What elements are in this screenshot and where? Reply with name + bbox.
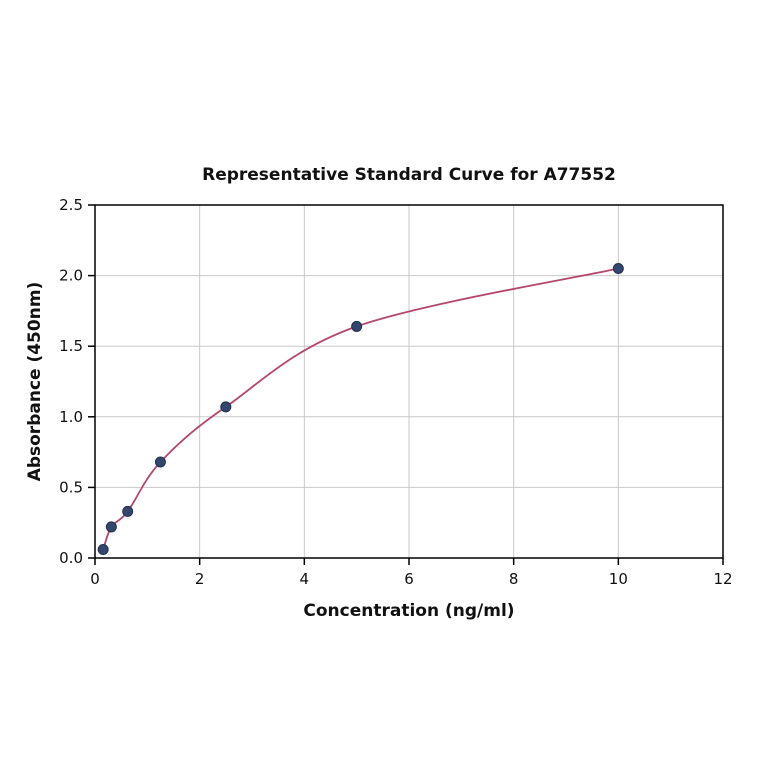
x-tick-label: 4 <box>300 570 310 588</box>
x-tick-label: 12 <box>713 570 732 588</box>
y-tick-label: 1.0 <box>59 408 83 426</box>
x-tick-label: 6 <box>404 570 414 588</box>
fitted-curve <box>102 267 619 550</box>
chart-title: Representative Standard Curve for A77552 <box>202 165 616 185</box>
axes: 0 2 4 6 8 10 12 0.0 0.5 1.0 1.5 2.0 2.5 <box>59 196 732 588</box>
x-tick-label: 10 <box>609 570 628 588</box>
x-axis-label: Concentration (ng/ml) <box>303 601 514 621</box>
y-tick-label: 0.5 <box>59 478 83 496</box>
y-tick-label: 0.0 <box>59 549 83 567</box>
data-point <box>220 401 232 413</box>
data-point <box>122 505 134 517</box>
x-tick-label: 2 <box>195 570 205 588</box>
y-tick-label: 1.5 <box>59 337 83 355</box>
data-point <box>105 521 117 533</box>
x-tick-label: 8 <box>509 570 519 588</box>
y-tick-label: 2.0 <box>59 267 83 285</box>
data-point <box>154 456 166 468</box>
data-point <box>97 544 109 556</box>
data-point <box>612 263 624 275</box>
y-tick-label: 2.5 <box>59 196 83 214</box>
y-axis-label: Absorbance (450nm) <box>25 282 45 482</box>
grid-lines <box>94 204 724 559</box>
x-tick-label: 0 <box>90 570 100 588</box>
curve-and-points <box>97 263 624 556</box>
data-point <box>351 320 363 332</box>
